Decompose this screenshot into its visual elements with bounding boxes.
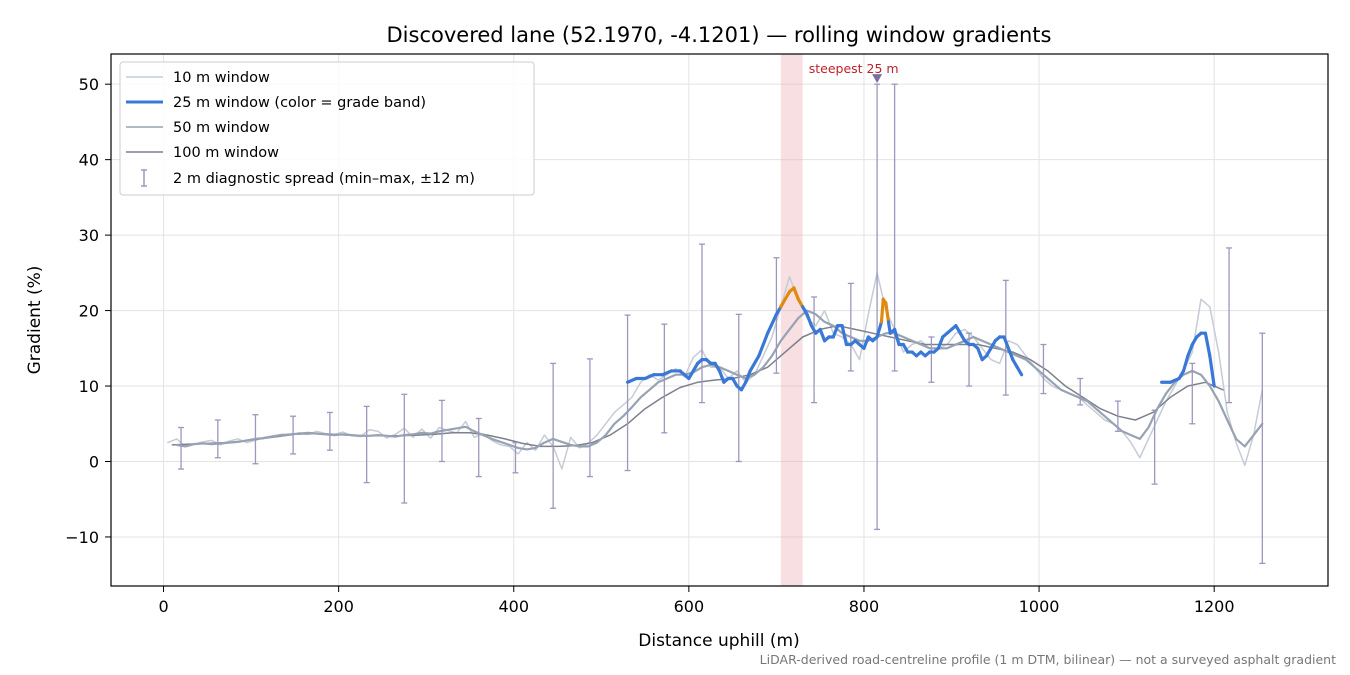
legend: 10 m window 25 m window (color = grade b… xyxy=(119,61,535,196)
series-25m-layer xyxy=(625,286,1216,392)
series-10m-layer xyxy=(167,272,1264,470)
series-25m-seg-0-22 xyxy=(766,312,779,335)
legend-swatch-spread xyxy=(141,169,147,187)
series-25m-seg-0-19 xyxy=(744,369,752,384)
x-tick-label-600: 600 xyxy=(674,597,705,616)
y-tick-label-50: 50 xyxy=(79,75,99,94)
steepest-band xyxy=(780,54,803,586)
series-25m-seg-0-36 xyxy=(831,324,840,339)
legend-label-10m: 10 m window xyxy=(173,70,270,86)
series-50m-layer xyxy=(175,309,1264,451)
x-tick-label-200: 200 xyxy=(323,597,354,616)
y-tick-label-30: 30 xyxy=(79,226,99,245)
series-25m-seg-1-8 xyxy=(1203,331,1212,358)
y-axis-ticks: −10 0 10 20 30 40 50 xyxy=(65,75,111,547)
series-10m-line xyxy=(167,272,1264,470)
legend-label-50m: 50 m window xyxy=(173,120,270,136)
y-axis-label: Gradient (%) xyxy=(25,266,45,375)
series-25m-seg-0-38 xyxy=(840,324,849,347)
steepest-band-layer xyxy=(780,54,803,586)
series-25m-seg-0-30 xyxy=(805,312,814,328)
series-25m-seg-0-80 xyxy=(1015,365,1024,377)
series-25m-seg-0-6 xyxy=(678,369,691,381)
steepest-label: steepest 25 m xyxy=(809,61,899,76)
y-tick-label-0: 0 xyxy=(89,452,99,471)
y-tick-label--10: −10 xyxy=(65,528,99,547)
series-25m-seg-1-9 xyxy=(1208,354,1216,388)
series-25m-seg-0-33 xyxy=(818,327,827,343)
series-25m-seg-0-21 xyxy=(757,331,770,358)
series-25m-seg-0-62 xyxy=(936,335,945,350)
series-25m-seg-0-20 xyxy=(748,354,761,373)
y-tick-label-10: 10 xyxy=(79,377,99,396)
x-tick-label-800: 800 xyxy=(849,597,880,616)
plot-frame xyxy=(110,53,1329,587)
series-25m-seg-1-3 xyxy=(1181,354,1190,373)
y-tick-label-40: 40 xyxy=(79,151,99,170)
series-25m-seg-1-4 xyxy=(1186,342,1194,358)
legend-label-25m: 25 m window (color = grade band) xyxy=(173,95,426,111)
x-tick-label-1000: 1000 xyxy=(1019,597,1060,616)
series-25m-seg-0-77 xyxy=(1002,335,1011,350)
series-25m-seg-0-7 xyxy=(687,361,700,381)
series-25m-seg-0-52 xyxy=(893,327,901,347)
series-25m-seg-0-78 xyxy=(1006,346,1015,362)
series-25m-seg-0-50 xyxy=(886,320,892,335)
steepest-marker xyxy=(872,74,883,84)
series-25m-seg-0-27 xyxy=(792,286,800,301)
legend-label-100m: 100 m window xyxy=(173,145,279,161)
x-tick-label-400: 400 xyxy=(498,597,529,616)
series-25m-seg-0-49 xyxy=(884,301,891,324)
x-tick-label-0: 0 xyxy=(158,597,168,616)
series-25m-seg-0-46 xyxy=(875,320,884,339)
footnote: LiDAR-derived road-centreline profile (1… xyxy=(760,652,1336,667)
series-50m-line xyxy=(175,309,1264,451)
x-axis-label: Distance uphill (m) xyxy=(638,631,799,651)
series-25m-seg-0-43 xyxy=(862,335,870,350)
series-25m-seg-0-47 xyxy=(879,297,885,324)
marker-layer xyxy=(872,74,883,84)
y-tick-label-20: 20 xyxy=(79,302,99,321)
spread-layer xyxy=(178,83,1266,565)
series-25m-seg-0-71 xyxy=(976,346,984,362)
x-tick-label-1200: 1200 xyxy=(1194,597,1235,616)
legend-box xyxy=(119,61,535,196)
chart-title: Discovered lane (52.1970, -4.1201) — rol… xyxy=(387,23,1052,47)
series-25m-seg-0-13 xyxy=(717,369,726,384)
x-axis-ticks: 0 200 400 600 800 1000 1200 xyxy=(158,586,1235,616)
legend-label-spread: 2 m diagnostic spread (min–max, ±12 m) xyxy=(173,171,475,187)
